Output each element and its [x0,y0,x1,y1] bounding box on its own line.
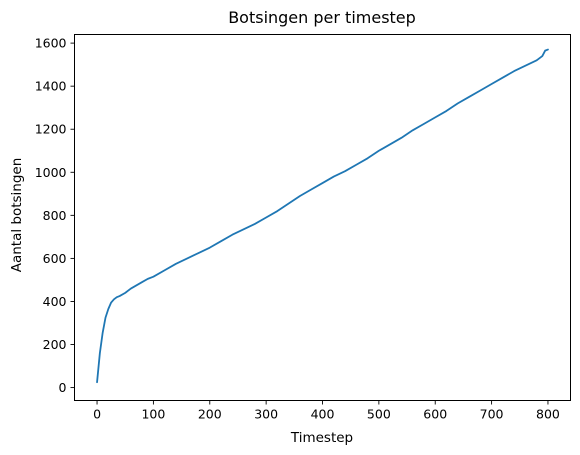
y-tick-label: 1600 [35,36,67,51]
y-tick-label: 1400 [35,79,67,94]
x-tick-label: 400 [311,407,335,422]
x-tick-label: 0 [93,407,101,422]
y-tick-label: 0 [59,380,67,395]
x-tick-label: 600 [423,407,447,422]
y-tick-label: 800 [43,208,67,223]
y-tick-label: 1000 [35,165,67,180]
y-tick-label: 1200 [35,122,67,137]
series-line-0 [96,48,549,384]
chart-title: Botsingen per timestep [228,8,416,27]
plot-area [96,48,549,384]
x-tick-label: 100 [141,407,165,422]
x-tick-label: 300 [254,407,278,422]
y-tick-label: 600 [43,251,67,266]
plot-frame [74,34,571,401]
y-tick-label: 200 [43,337,67,352]
x-axis-label: Timestep [290,430,353,446]
y-axis-label: Aantal botsingen [9,158,25,273]
x-axis: 0 100 200 300 400 500 600 700 800 [93,400,560,422]
x-tick-label: 700 [480,407,504,422]
x-tick-label: 200 [198,407,222,422]
x-tick-label: 500 [367,407,391,422]
y-tick-label: 400 [43,294,67,309]
y-axis: 0 200 400 600 800 1000 1200 1400 1600 [35,36,75,395]
x-tick-label: 800 [536,407,560,422]
